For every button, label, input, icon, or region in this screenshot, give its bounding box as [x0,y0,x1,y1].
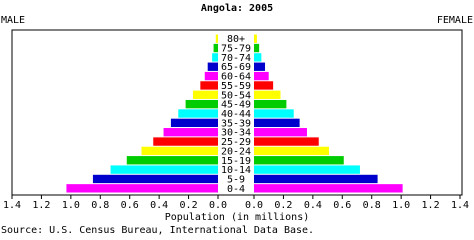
x-tick-label: 0.0 [245,200,263,211]
male-bar [170,118,218,128]
source-note: Source: U.S. Census Bureau, Internationa… [1,225,314,236]
male-bar [213,43,218,53]
male-bar [185,99,218,109]
x-tick-label: 0.8 [363,200,381,211]
x-tick-label: 1.2 [422,200,440,211]
age-group-label: 50-54 [221,90,251,101]
female-bar [254,118,300,128]
female-bar [254,53,262,62]
x-axis-label: Population (in millions) [165,212,310,223]
male-label: MALE [1,15,25,26]
male-bar [212,53,218,62]
female-bar [254,184,403,193]
x-tick-label: 0.4 [304,200,322,211]
age-group-label: 65-69 [221,62,251,73]
age-group-label: 45-49 [221,100,251,111]
female-bar [254,71,269,81]
male-bar [92,174,218,184]
x-tick-label: 1.0 [62,200,80,211]
x-tick-label: 1.4 [3,200,21,211]
male-bar [204,71,218,81]
age-group-label: 35-39 [221,118,251,129]
female-bar [254,34,257,43]
x-tick-label: 0.2 [180,200,198,211]
x-tick-label: 1.4 [451,200,469,211]
chart-title: Angola: 2005 [201,3,273,14]
age-group-label: 80+ [227,34,245,45]
x-tick-label: 0.6 [333,200,351,211]
female-bar [254,81,274,90]
female-bar [254,174,378,184]
age-group-label: 10-14 [221,165,251,176]
x-tick-label: 0.8 [91,200,109,211]
male-bar [141,146,218,156]
female-bar [254,99,287,109]
female-bar [254,128,307,137]
age-group-label: 40-44 [221,109,251,120]
female-bar [254,43,260,53]
female-bar [254,90,281,99]
male-bar [200,81,218,90]
x-tick-label: 1.0 [392,200,410,211]
x-tick-label: 0.0 [209,200,227,211]
age-group-label: 0-4 [227,184,245,195]
female-bar [254,109,294,118]
male-bar [110,165,218,174]
age-group-label: 55-59 [221,81,251,92]
age-group-label: 20-24 [221,146,251,157]
female-bar [254,156,344,165]
male-bar [163,128,218,137]
x-tick-label: 0.6 [121,200,139,211]
male-bar [192,90,218,99]
male-bar [66,184,218,193]
age-group-label: 30-34 [221,128,251,139]
female-bar [254,62,266,71]
male-bar [215,34,218,43]
age-group-label: 15-19 [221,156,251,167]
age-group-label: 5-9 [227,174,245,185]
female-label: FEMALE [437,15,473,26]
male-bar [126,156,218,165]
x-tick-label: 0.2 [274,200,292,211]
x-tick-label: 1.2 [32,200,50,211]
x-tick-label: 0.4 [150,200,168,211]
male-bar [178,109,218,118]
male-bar [207,62,218,71]
plot-frame [11,29,463,196]
male-bar [153,137,218,146]
age-group-label: 25-29 [221,137,251,148]
female-bar [254,137,319,146]
age-group-label: 70-74 [221,53,251,64]
age-group-label: 60-64 [221,72,251,83]
age-group-label: 75-79 [221,44,251,55]
female-bar [254,146,330,156]
female-bar [254,165,360,174]
